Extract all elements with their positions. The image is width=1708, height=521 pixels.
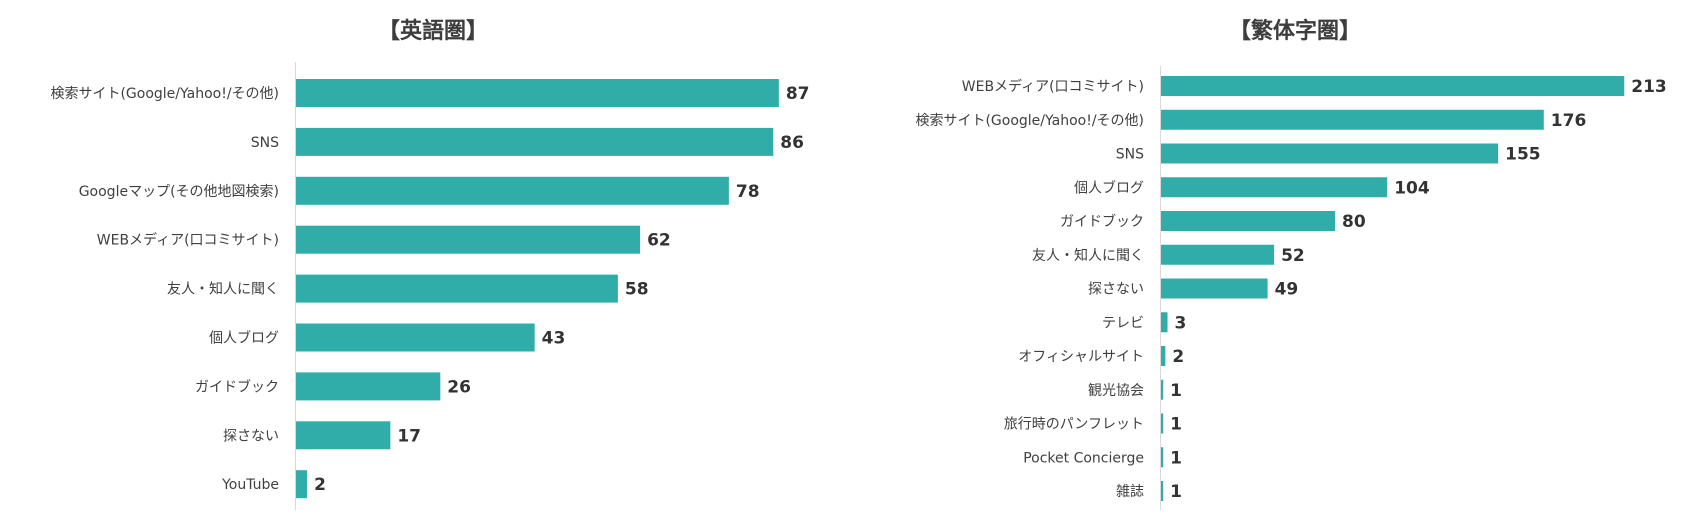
data-label: 43 — [542, 329, 566, 349]
category-label: 検索サイト(Google/Yahoo!/その他) — [915, 112, 1144, 129]
category-label: WEBメディア(口コミサイト) — [962, 78, 1144, 95]
category-label: 探さない — [1088, 282, 1144, 298]
category-label: WEBメディア(口コミサイト) — [97, 232, 279, 249]
data-label: 49 — [1275, 280, 1299, 300]
data-label: 155 — [1505, 145, 1541, 165]
category-label: 検索サイト(Google/Yahoo!/その他) — [50, 85, 279, 102]
data-label: 1 — [1170, 448, 1182, 468]
category-label: YouTube — [221, 477, 279, 493]
category-label: オフィシャルサイト — [1018, 349, 1144, 365]
category-label: ガイドブック — [195, 378, 279, 395]
category-label: 旅行時のパンフレット — [1004, 417, 1144, 433]
category-label: ガイドブック — [1060, 213, 1144, 230]
data-label: 58 — [625, 280, 649, 300]
category-label: 個人ブログ — [1074, 179, 1144, 196]
bar — [1161, 177, 1388, 198]
bar — [1161, 109, 1544, 130]
category-label: Pocket Concierge — [1023, 450, 1144, 466]
bar — [1161, 346, 1166, 366]
category-label: 探さない — [223, 428, 279, 444]
bar — [1161, 211, 1335, 231]
data-label: 78 — [736, 182, 760, 202]
category-label: SNS — [1116, 147, 1144, 163]
bar — [1161, 481, 1164, 501]
data-label: 62 — [647, 231, 671, 251]
data-label: 1 — [1170, 482, 1182, 502]
bar — [296, 225, 641, 254]
bar — [1161, 312, 1168, 333]
bar — [296, 323, 535, 352]
chart-english: 【英語圏】検索サイト(Google/Yahoo!/その他) 87 SNS 86 Goog… — [50, 18, 810, 510]
data-label: 86 — [780, 133, 804, 153]
category-label: 個人ブログ — [209, 330, 279, 347]
bar — [1161, 413, 1164, 434]
chart-traditional: 【繁体字圏】WEBメディア(口コミサイト) 213検索サイト(Google/Yah… — [915, 18, 1667, 510]
data-label: 1 — [1170, 415, 1182, 435]
bar — [1161, 244, 1275, 265]
data-label: 2 — [314, 475, 326, 495]
bar — [296, 79, 779, 107]
bar — [1161, 143, 1499, 164]
bar — [296, 127, 774, 156]
category-label: 観光協会 — [1088, 382, 1144, 399]
bar — [296, 176, 729, 205]
bar — [296, 274, 618, 303]
bar — [1161, 447, 1164, 468]
category-label: SNS — [251, 135, 279, 151]
data-label: 176 — [1551, 111, 1587, 131]
bar — [296, 470, 308, 499]
data-label: 87 — [786, 84, 810, 104]
category-label: テレビ — [1102, 315, 1144, 331]
data-label: 1 — [1170, 381, 1182, 401]
data-label: 104 — [1394, 178, 1430, 198]
bar — [1161, 379, 1164, 400]
chart-title-english: 【英語圏】 — [378, 18, 488, 44]
category-label: 雑誌 — [1116, 484, 1144, 500]
data-label: 213 — [1631, 77, 1667, 97]
data-label: 3 — [1175, 313, 1187, 333]
category-label: 友人・知人に聞く — [167, 281, 279, 298]
category-label: 友人・知人に聞く — [1032, 247, 1144, 264]
bar — [1161, 278, 1268, 299]
bar — [1161, 76, 1625, 96]
bar — [296, 421, 391, 450]
bar — [296, 372, 441, 401]
data-label: 17 — [397, 426, 421, 446]
chart-title-traditional: 【繁体字圏】 — [1229, 18, 1361, 44]
data-label: 26 — [447, 377, 471, 397]
data-label: 52 — [1281, 246, 1305, 266]
category-label: Googleマップ(その他地図検索) — [79, 183, 279, 200]
data-label: 2 — [1172, 347, 1184, 367]
data-label: 80 — [1342, 212, 1366, 232]
